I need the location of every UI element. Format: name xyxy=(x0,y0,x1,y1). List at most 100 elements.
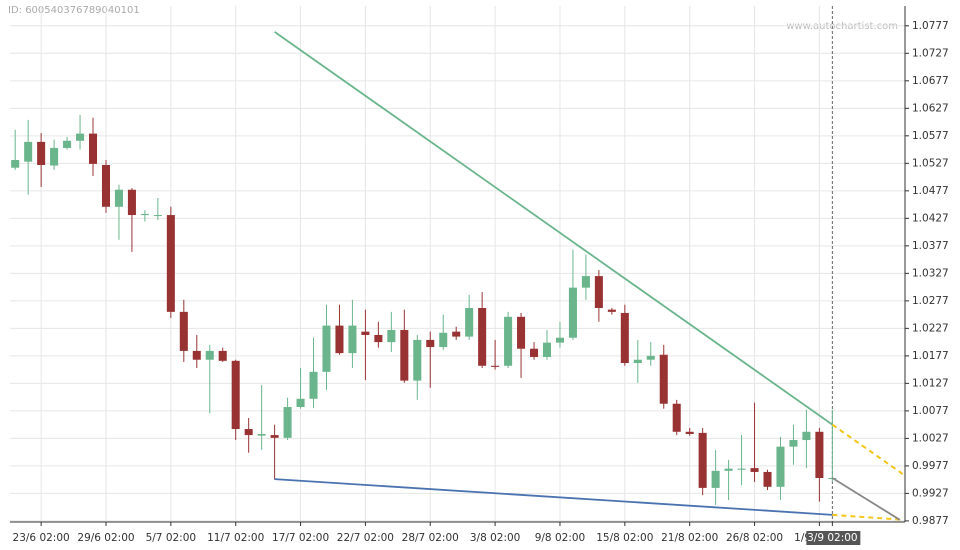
candle-body xyxy=(205,350,214,360)
x-tick-label: 29/6 02:00 xyxy=(77,532,134,544)
x-tick-label: 22/7 02:00 xyxy=(337,532,394,544)
candle-body xyxy=(465,308,474,337)
candle-body xyxy=(439,332,448,348)
candle-body xyxy=(244,429,253,436)
candle-body xyxy=(426,339,435,348)
candle-body xyxy=(802,431,811,441)
crosshair-label-box xyxy=(806,531,861,545)
candle-body xyxy=(153,215,162,217)
pattern-line xyxy=(831,423,905,476)
y-tick-label: 1.0327 xyxy=(912,267,949,279)
pattern-line xyxy=(274,31,833,426)
y-tick-label: 1.0127 xyxy=(912,377,949,389)
candle-body xyxy=(309,371,318,399)
candle-body xyxy=(335,325,344,354)
candle-body xyxy=(504,316,513,366)
candle-body xyxy=(815,431,824,478)
candle-body xyxy=(452,331,461,337)
candle-body xyxy=(737,468,746,470)
x-tick-label: 23/6 02:00 xyxy=(13,532,70,544)
candle-body xyxy=(413,339,422,381)
candle-body xyxy=(24,141,33,162)
candle-body xyxy=(296,398,305,408)
candle-body xyxy=(283,407,292,438)
x-tick-label: 28/7 02:00 xyxy=(402,532,459,544)
candle-body xyxy=(763,471,772,487)
candle-body xyxy=(698,432,707,488)
y-tick-label: 1.0777 xyxy=(912,20,949,32)
candle-body xyxy=(88,133,98,164)
y-tick-label: 1.0177 xyxy=(912,350,949,362)
y-tick-label: 1.0027 xyxy=(912,432,949,444)
candle-body xyxy=(542,342,552,357)
candle-body xyxy=(257,433,266,436)
y-tick-label: 1.0727 xyxy=(912,47,949,59)
y-tick-label: 0.9927 xyxy=(912,487,949,499)
candle-body xyxy=(568,287,577,338)
candle-body xyxy=(711,470,720,488)
y-tick-label: 1.0077 xyxy=(912,405,949,417)
y-tick-label: 1.0527 xyxy=(912,157,949,169)
candle-body xyxy=(478,308,487,366)
candle-body xyxy=(646,355,655,360)
x-tick-label: 5/7 02:00 xyxy=(146,532,197,544)
x-tick-label: 26/8 02:00 xyxy=(726,532,783,544)
crosshair-label: 3/9 02:00 xyxy=(807,532,858,544)
candle-body xyxy=(400,330,409,381)
candle-body xyxy=(581,276,590,288)
candle-body xyxy=(348,325,357,354)
candle-body xyxy=(63,140,72,148)
y-tick-label: 1.0677 xyxy=(912,75,949,87)
candle-body xyxy=(750,468,759,472)
candle-body xyxy=(37,141,46,165)
pattern-line xyxy=(831,477,901,521)
candle-body xyxy=(179,311,188,351)
x-tick-label: 11/7 02:00 xyxy=(207,532,264,544)
grid xyxy=(10,6,905,522)
x-tick-label: 3/8 02:00 xyxy=(470,532,521,544)
pattern-line xyxy=(274,478,833,516)
candle-body xyxy=(166,215,175,312)
candle-body xyxy=(322,325,331,372)
y-tick-label: 1.0377 xyxy=(912,240,949,252)
candle-body xyxy=(140,213,149,216)
x-tick-label: 17/7 02:00 xyxy=(272,532,329,544)
y-tick-label: 0.9877 xyxy=(912,515,949,527)
x-tick-label: 21/8 02:00 xyxy=(661,532,718,544)
candle-body xyxy=(633,359,642,364)
y-tick-label: 1.0627 xyxy=(912,102,949,114)
candle-body xyxy=(724,468,733,471)
candle-body xyxy=(231,360,240,430)
candle-body xyxy=(594,276,603,309)
candle-body xyxy=(114,189,123,207)
candle-body xyxy=(387,330,396,343)
candle-body xyxy=(530,348,539,357)
chart-id: ID: 600540376789040101 xyxy=(8,5,140,16)
candle-body xyxy=(685,431,694,434)
candle-body xyxy=(374,334,383,343)
candle-body xyxy=(776,446,785,487)
y-tick-label: 1.0477 xyxy=(912,185,949,197)
candle-body xyxy=(50,147,59,166)
candle-body xyxy=(11,160,20,168)
pattern-line xyxy=(832,513,904,521)
candle-body xyxy=(789,440,798,447)
candle-body xyxy=(607,309,616,312)
x-tick-label: 15/8 02:00 xyxy=(596,532,653,544)
x-tick-label: 9/8 02:00 xyxy=(535,532,586,544)
y-tick-label: 1.0227 xyxy=(912,322,949,334)
candle-body xyxy=(491,365,500,367)
y-tick-label: 1.0277 xyxy=(912,295,949,307)
candle-body xyxy=(101,164,111,207)
candle-body xyxy=(517,316,526,349)
candle-body xyxy=(192,350,201,360)
candle-body xyxy=(218,350,227,361)
candle-body xyxy=(620,312,629,364)
candle-body xyxy=(361,331,370,335)
candle-body xyxy=(127,189,136,216)
candle-body xyxy=(76,133,85,141)
watermark: www.autochartist.com xyxy=(786,21,898,32)
y-tick-label: 0.9977 xyxy=(912,460,949,472)
y-tick-label: 1.0427 xyxy=(912,212,949,224)
